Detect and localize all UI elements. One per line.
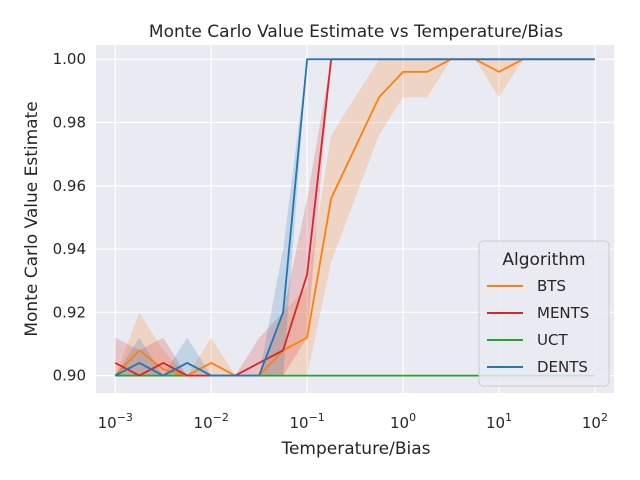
y-axis-label: Monte Carlo Value Estimate bbox=[22, 101, 42, 336]
x-tick-label: 101 bbox=[486, 411, 512, 432]
y-tick-labels: 0.90 0.92 0.94 0.96 0.98 1.00 bbox=[53, 50, 86, 384]
band-bts bbox=[115, 59, 595, 376]
legend-label-uct: UCT bbox=[537, 331, 568, 349]
line-bts bbox=[114, 58, 595, 377]
legend-items: BTS MENTS UCT DENTS bbox=[487, 277, 589, 376]
legend-title: Algorithm bbox=[502, 250, 585, 270]
grid-lines bbox=[96, 45, 614, 393]
x-tick-label: 102 bbox=[582, 411, 608, 432]
y-tick-label: 1.00 bbox=[53, 50, 86, 68]
legend-label-bts: BTS bbox=[537, 277, 566, 295]
x-tick-label: 10−3 bbox=[98, 411, 133, 432]
band-ments bbox=[115, 59, 595, 376]
legend: Algorithm BTS MENTS UCT DENTS bbox=[478, 240, 610, 387]
line-dents bbox=[114, 58, 595, 377]
x-tick-label: 10−2 bbox=[194, 411, 229, 432]
y-tick-label: 0.92 bbox=[53, 303, 86, 321]
y-tick-label: 0.98 bbox=[53, 114, 86, 132]
legend-label-dents: DENTS bbox=[537, 358, 588, 376]
x-tick-label: 10−1 bbox=[289, 411, 324, 432]
y-tick-label: 0.90 bbox=[53, 367, 86, 385]
confidence-bands bbox=[115, 59, 595, 376]
legend-label-ments: MENTS bbox=[537, 304, 589, 322]
x-axis-label: Temperature/Bias bbox=[280, 439, 430, 459]
x-tick-labels: 10−3 10−2 10−1 100 101 102 bbox=[98, 411, 608, 432]
chart-title: Monte Carlo Value Estimate vs Temperatur… bbox=[149, 22, 563, 42]
y-tick-label: 0.96 bbox=[53, 177, 86, 195]
y-tick-label: 0.94 bbox=[53, 240, 86, 258]
x-tick-label: 100 bbox=[390, 411, 416, 432]
legend-box bbox=[478, 240, 610, 387]
